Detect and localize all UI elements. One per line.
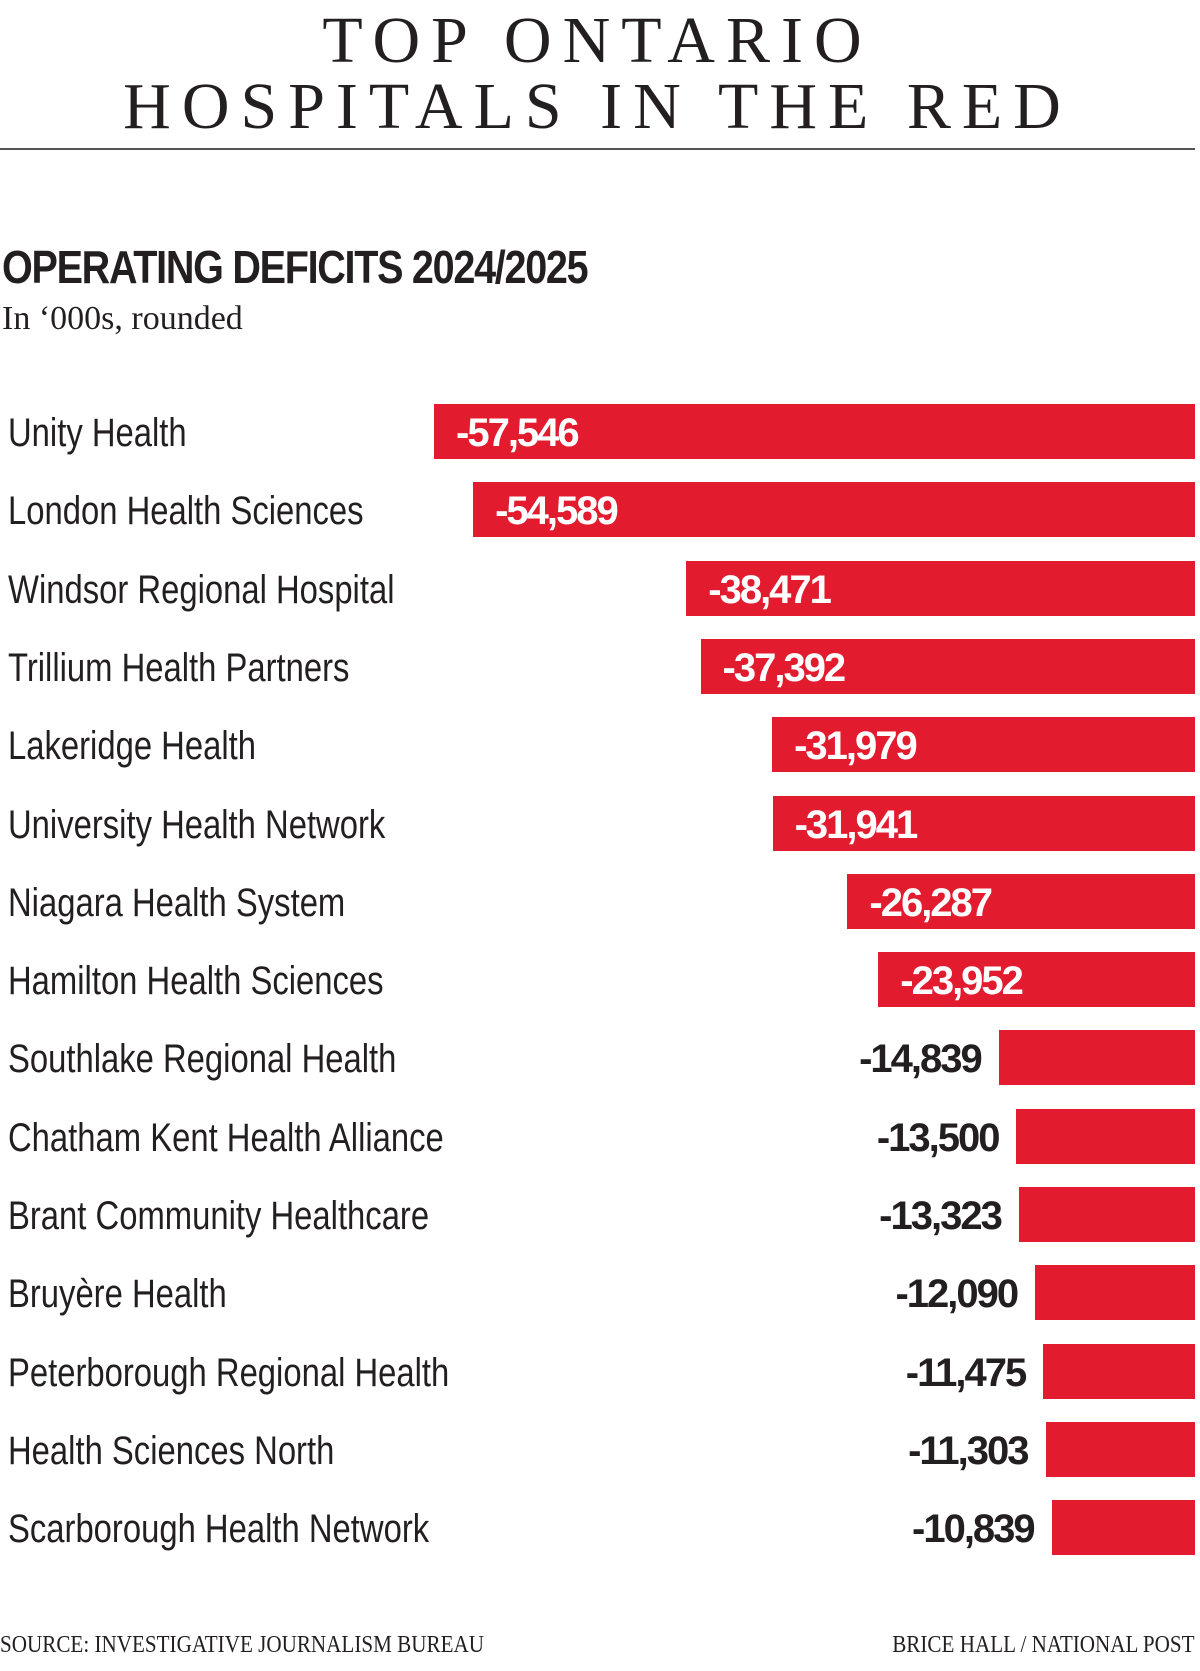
source-note: SOURCE: INVESTIGATIVE JOURNALISM BUREAU	[0, 1632, 485, 1658]
bar	[700, 638, 1195, 694]
bar	[772, 795, 1195, 851]
value-label: -38,471	[708, 567, 832, 612]
bar	[473, 482, 1195, 538]
bar	[1043, 1343, 1195, 1399]
category-label: Unity Health	[8, 411, 187, 455]
bar	[1051, 1500, 1195, 1556]
title-line-1: TOP ONTARIO	[322, 4, 873, 77]
category-label: Bruyère Health	[8, 1272, 227, 1317]
value-label: -11,303	[908, 1428, 1029, 1473]
category-label: Scarborough Health Network	[8, 1507, 430, 1552]
chart-title: OPERATING DEFICITS 2024/2025	[2, 241, 589, 293]
bar	[1016, 1108, 1195, 1164]
bar	[878, 952, 1195, 1008]
bar	[1045, 1421, 1195, 1477]
value-label: -10,839	[912, 1507, 1036, 1552]
category-label: University Health Network	[8, 802, 386, 847]
bar	[847, 873, 1195, 929]
category-label: Trillium Health Partners	[8, 645, 350, 690]
category-label: Windsor Regional Hospital	[8, 567, 395, 612]
title-line-2: HOSPITALS IN THE RED	[123, 70, 1072, 143]
category-label: Niagara Health System	[8, 880, 346, 925]
bar	[1018, 1187, 1195, 1242]
title-divider	[0, 148, 1195, 150]
category-label: Peterborough Regional Health	[8, 1350, 450, 1395]
value-label: -31,979	[794, 724, 918, 769]
value-label: -11,475	[905, 1350, 1027, 1395]
category-label: Lakeridge Health	[8, 724, 256, 769]
category-label: Brant Community Healthcare	[8, 1194, 430, 1238]
value-label: -12,090	[895, 1272, 1019, 1317]
value-label: -31,941	[794, 802, 919, 847]
bar	[686, 560, 1195, 616]
value-label: -14,839	[859, 1037, 983, 1082]
value-label: -26,287	[869, 880, 993, 925]
value-label: -23,952	[900, 959, 1024, 1004]
category-label: Chatham Kent Health Alliance	[8, 1115, 444, 1160]
value-label: -37,392	[722, 645, 847, 690]
category-label: Health Sciences North	[8, 1428, 335, 1473]
category-label: Southlake Regional Health	[8, 1037, 397, 1082]
bar	[1035, 1265, 1195, 1321]
value-label: -13,500	[876, 1115, 1001, 1160]
chart-subtitle: In ‘000s, rounded	[2, 300, 243, 337]
category-label: Hamilton Health Sciences	[8, 959, 384, 1004]
bar	[434, 404, 1195, 459]
category-label: London Health Sciences	[8, 489, 364, 534]
bar	[772, 717, 1195, 773]
value-label: -54,589	[495, 489, 619, 534]
value-label: -57,546	[456, 411, 580, 455]
credit-note: BRICE HALL / NATIONAL POST	[892, 1632, 1195, 1658]
bar	[998, 1030, 1195, 1086]
value-label: -13,323	[879, 1194, 1003, 1238]
